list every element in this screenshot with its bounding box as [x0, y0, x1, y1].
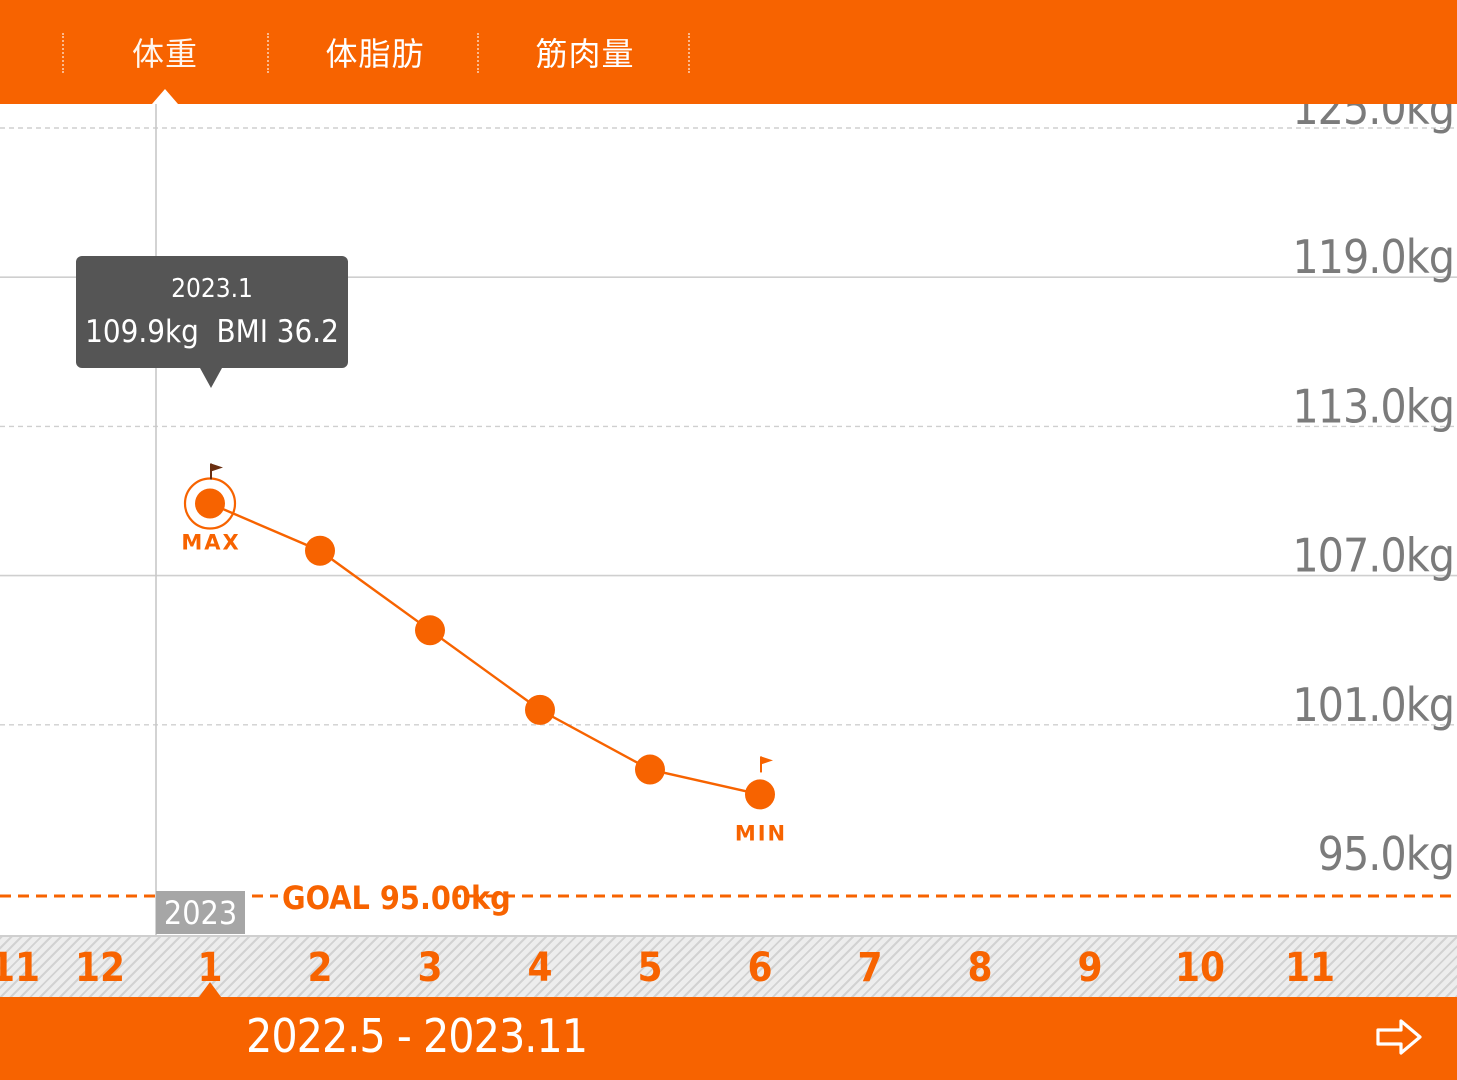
tooltip-arrow	[200, 368, 222, 388]
tab-bar: 体重 体脂肪 筋肉量	[0, 0, 1457, 104]
data-point[interactable]	[525, 694, 555, 725]
goal-label: GOAL 95.00kg	[282, 879, 511, 917]
selected-month-indicator	[199, 982, 221, 997]
tab-separator	[267, 33, 269, 73]
month-label[interactable]: 3	[417, 945, 443, 991]
data-point[interactable]	[195, 488, 225, 519]
month-label[interactable]: 4	[527, 945, 553, 991]
data-point[interactable]	[745, 779, 775, 810]
month-label[interactable]: 6	[747, 945, 773, 991]
date-range-label: 2022.5 - 2023.11	[246, 1009, 588, 1063]
y-tick-label: 113.0kg	[1292, 379, 1454, 433]
range-bar: 2022.5 - 2023.11	[0, 997, 1457, 1080]
tooltip-date: 2023.1	[171, 274, 253, 304]
min-label: MIN	[735, 821, 787, 845]
year-tag: 2023	[156, 891, 245, 934]
month-label[interactable]: 10	[1174, 945, 1226, 991]
data-point[interactable]	[635, 754, 665, 785]
arrow-right-icon[interactable]	[1374, 1017, 1424, 1057]
active-tab-indicator	[152, 89, 178, 104]
tab-separator	[688, 33, 690, 73]
data-point[interactable]	[415, 615, 445, 646]
tab-separator	[477, 33, 479, 73]
flag-icon	[210, 463, 223, 480]
weight-line	[209, 502, 761, 796]
month-label[interactable]: 9	[1077, 945, 1103, 991]
month-label[interactable]: 11	[0, 945, 41, 991]
data-point[interactable]	[305, 535, 335, 566]
y-tick-label: 101.0kg	[1292, 678, 1454, 732]
month-label[interactable]: 12	[74, 945, 126, 991]
max-label: MAX	[181, 530, 240, 554]
data-tooltip: 2023.1 109.9kg BMI 36.2	[76, 256, 348, 368]
y-tick-label: 125.0kg	[1292, 104, 1454, 135]
goal-label-background	[278, 872, 456, 918]
month-axis[interactable]: 11 12 1 2 3 4 5 6 7 8 9 10 11	[0, 935, 1457, 997]
chart-canvas: 125.0kg 119.0kg 113.0kg 107.0kg 101.0kg 95.0k…	[0, 104, 1457, 935]
month-label[interactable]: 2	[307, 945, 333, 991]
month-label[interactable]: 7	[857, 945, 883, 991]
month-label[interactable]: 11	[1284, 945, 1336, 991]
month-label[interactable]: 8	[967, 945, 993, 991]
tab-body-fat[interactable]: 体脂肪	[325, 35, 425, 73]
flag-icon	[760, 756, 773, 773]
y-tick-label: 95.0kg	[1318, 827, 1454, 881]
tab-weight[interactable]: 体重	[131, 35, 198, 73]
y-tick-label: 107.0kg	[1292, 529, 1454, 583]
tab-separator	[62, 33, 64, 73]
month-label[interactable]: 5	[637, 945, 663, 991]
tab-muscle-mass[interactable]: 筋肉量	[535, 35, 635, 73]
tooltip-values: 109.9kg BMI 36.2	[85, 314, 339, 350]
y-tick-label: 119.0kg	[1292, 230, 1454, 284]
weight-chart[interactable]: 125.0kg 119.0kg 113.0kg 107.0kg 101.0kg 95.0k…	[0, 104, 1457, 935]
